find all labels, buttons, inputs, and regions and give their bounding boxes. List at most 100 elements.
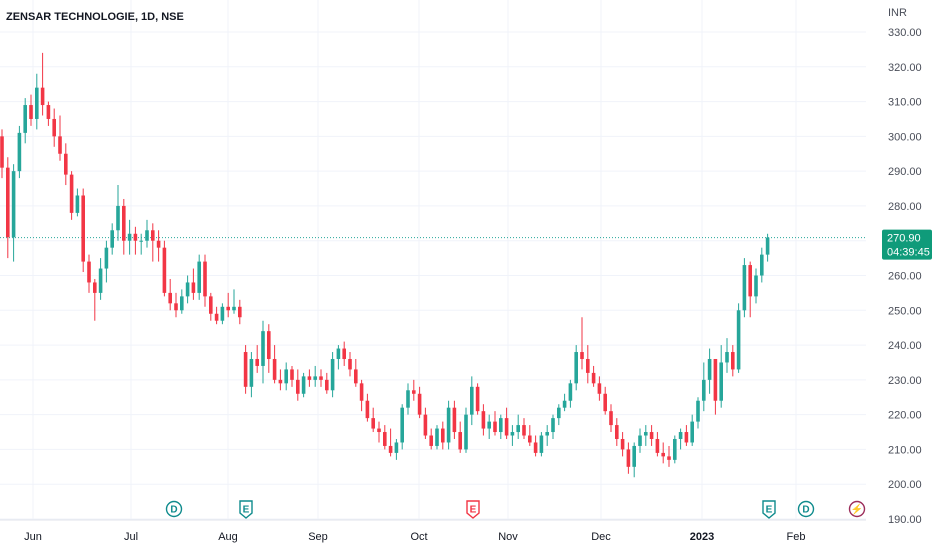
candle[interactable] [52,108,56,147]
candle[interactable] [354,358,358,387]
candle[interactable] [667,445,671,467]
candle[interactable] [586,345,590,384]
candle[interactable] [307,369,312,387]
candle[interactable] [162,240,167,297]
candle[interactable] [504,407,509,439]
candle[interactable] [296,369,300,401]
candle[interactable] [760,247,764,283]
candle[interactable] [11,164,16,262]
candle[interactable] [383,425,387,450]
candle[interactable] [226,292,230,318]
candle[interactable] [87,254,91,293]
candle[interactable] [435,425,439,450]
candle[interactable] [574,345,578,391]
candle[interactable] [185,275,190,304]
candle[interactable] [98,258,103,300]
candle[interactable] [203,254,207,307]
candle[interactable] [255,345,259,373]
candle[interactable] [377,421,381,443]
candle[interactable] [139,233,143,255]
candle[interactable] [0,129,4,179]
candle[interactable] [243,345,248,394]
candle[interactable] [290,365,294,387]
dividend-event-icon[interactable]: D [165,500,183,518]
candle[interactable] [580,317,584,370]
candle[interactable] [441,421,445,450]
dividend-event-icon[interactable]: D [797,500,815,518]
candle[interactable] [69,171,74,220]
candle[interactable] [197,254,201,300]
candle[interactable] [35,73,39,130]
candle[interactable] [133,226,138,255]
candle[interactable] [731,345,735,377]
candle[interactable] [371,407,375,433]
event-markers[interactable]: D E E E D ⚡ [165,500,866,519]
candle[interactable] [180,289,184,314]
candle[interactable] [191,268,196,300]
candle[interactable] [272,345,277,384]
candle[interactable] [615,418,619,446]
candle[interactable] [64,143,68,186]
candle[interactable] [551,414,555,439]
candle[interactable] [481,404,486,436]
candle[interactable] [348,352,352,377]
candle[interactable] [330,352,335,398]
candle[interactable] [75,188,80,217]
candle[interactable] [533,435,538,457]
candle[interactable] [423,407,428,439]
candle[interactable] [562,393,567,412]
candle[interactable] [29,94,33,126]
candle[interactable] [464,407,468,453]
candle[interactable] [23,98,27,144]
candle[interactable] [742,258,747,318]
candle[interactable] [649,425,654,446]
candle[interactable] [748,261,752,318]
candle[interactable] [325,372,329,394]
candle[interactable] [342,341,346,366]
candle[interactable] [725,338,729,373]
candle[interactable] [719,345,723,408]
candle[interactable] [713,358,718,415]
candle[interactable] [417,386,422,419]
candle[interactable] [249,352,254,398]
candle[interactable] [46,101,51,126]
candle[interactable] [110,223,114,255]
candle[interactable] [58,115,62,161]
candle[interactable] [528,425,532,446]
candle[interactable] [232,289,236,314]
candle[interactable] [539,432,544,457]
candle[interactable] [487,414,491,439]
candle[interactable] [214,306,219,325]
candle[interactable] [122,198,126,255]
candle[interactable] [690,414,694,446]
candle[interactable] [696,397,700,429]
candle[interactable] [104,240,109,283]
candle[interactable] [673,435,677,464]
candle[interactable] [151,223,155,262]
candle[interactable] [522,418,526,439]
candle[interactable] [754,268,758,304]
candle[interactable] [591,365,596,387]
candle[interactable] [168,278,172,311]
candle[interactable] [81,188,85,273]
candle[interactable] [661,442,665,464]
candle[interactable] [609,404,613,433]
candle[interactable] [638,428,642,453]
candle[interactable] [644,425,648,446]
candle[interactable] [458,421,462,453]
candle[interactable] [603,386,607,415]
candles[interactable] [0,52,770,478]
candle[interactable] [238,299,242,325]
candle[interactable] [301,372,306,398]
candle[interactable] [220,303,225,325]
earnings-event-icon[interactable]: E [466,500,480,519]
candle[interactable] [702,362,706,412]
candle[interactable] [400,404,404,450]
candle[interactable] [319,369,323,387]
earnings-event-icon[interactable]: E [762,500,776,519]
candle[interactable] [545,425,549,446]
candle[interactable] [557,404,561,426]
candle[interactable] [174,292,178,318]
candle[interactable] [116,185,120,241]
candle[interactable] [359,379,364,412]
